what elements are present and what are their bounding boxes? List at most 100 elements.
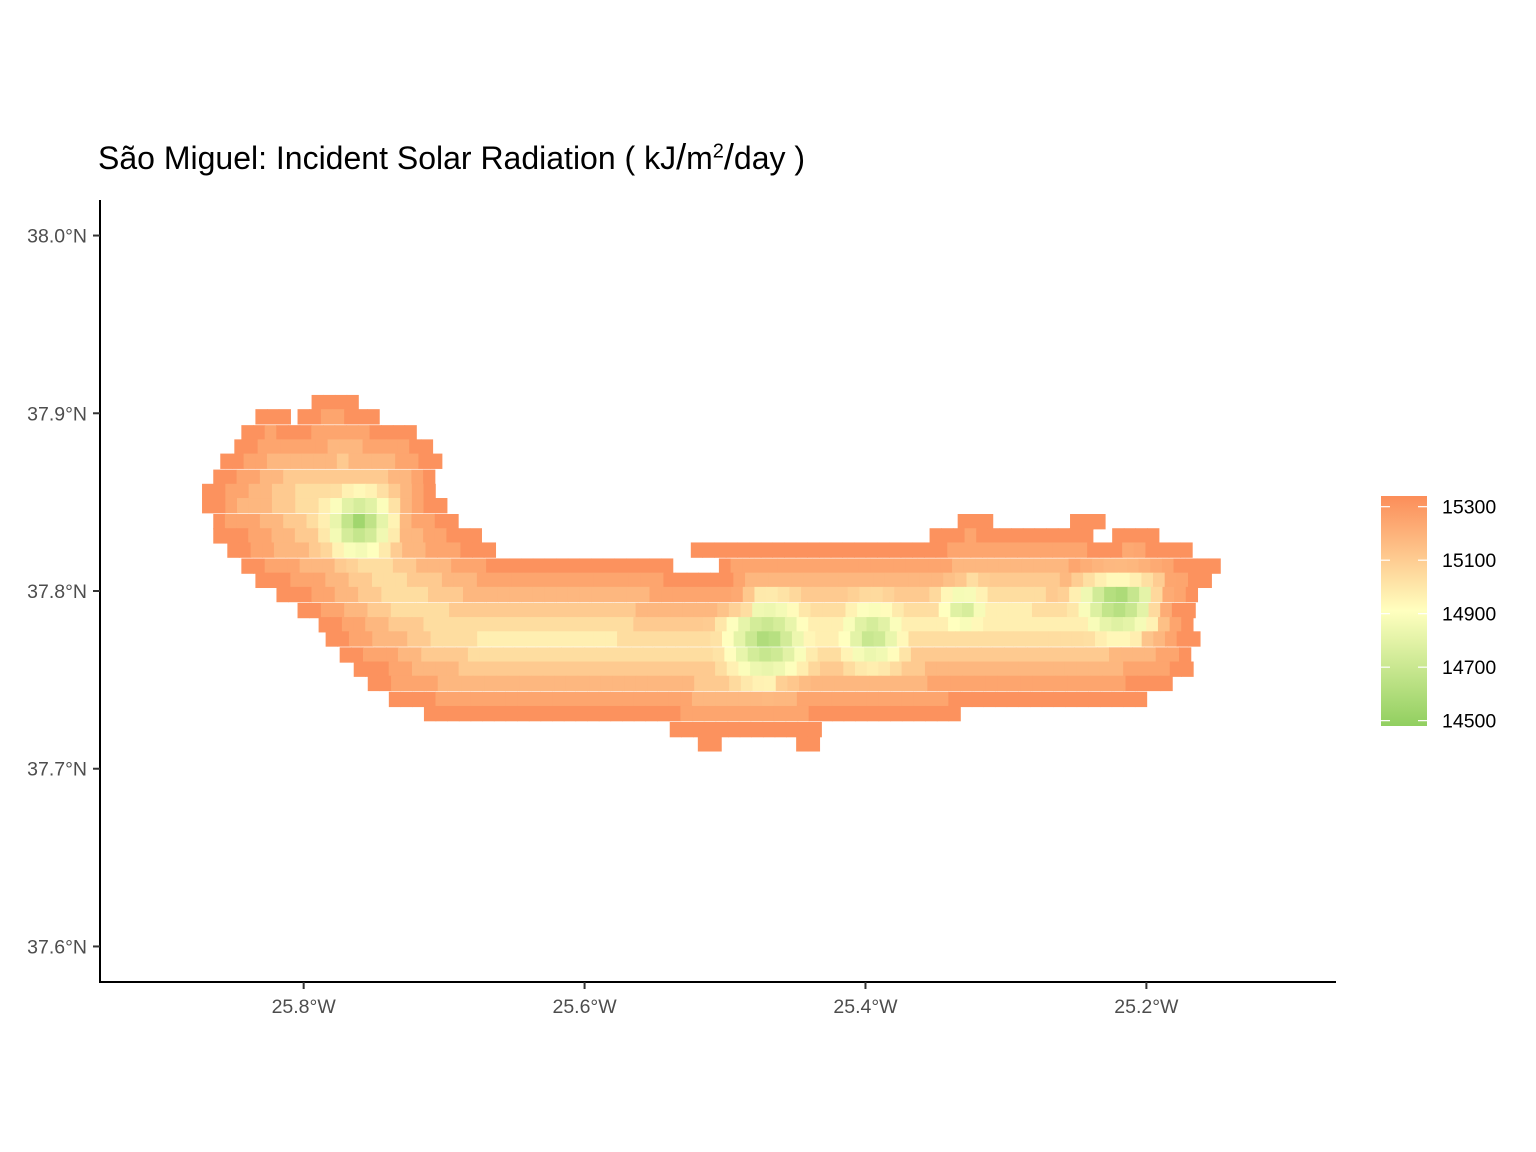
raster-cell <box>715 661 728 677</box>
raster-cell <box>259 469 273 485</box>
y-axis-ticks: 38.0°N 37.9°N 37.8°N 37.7°N 37.6°N <box>27 226 100 958</box>
raster-cell <box>255 572 268 589</box>
raster-cell <box>320 542 333 558</box>
raster-cell <box>715 691 728 708</box>
raster-cell <box>381 558 394 574</box>
raster-cell <box>551 661 565 677</box>
raster-cell <box>245 439 259 455</box>
raster-cell <box>1133 542 1147 558</box>
raster-cell <box>952 558 965 574</box>
raster-cell <box>507 602 520 619</box>
legend-colorbar <box>1381 496 1427 726</box>
raster-cell <box>1148 675 1162 692</box>
raster-cell <box>391 675 404 692</box>
raster-cell <box>888 542 902 558</box>
raster-cell <box>528 661 541 677</box>
raster-cell <box>598 661 611 677</box>
raster-cell <box>236 483 250 500</box>
raster-cell <box>437 675 450 692</box>
raster-cell <box>922 647 935 663</box>
raster-cell <box>322 558 336 574</box>
raster-cell <box>845 602 858 619</box>
raster-cell <box>668 661 681 677</box>
raster-cell <box>411 469 424 485</box>
raster-cell <box>309 602 322 619</box>
raster-cell <box>330 498 343 514</box>
raster-cell <box>507 675 520 692</box>
raster-cell <box>213 469 226 485</box>
raster-cell <box>297 542 310 558</box>
raster-cell <box>313 453 326 469</box>
raster-cell <box>780 631 793 647</box>
raster-cell <box>969 647 982 663</box>
raster-cell <box>1160 602 1173 619</box>
raster-cell <box>1050 647 1064 663</box>
raster-cell <box>575 705 588 722</box>
raster-cell <box>346 394 359 411</box>
raster-cell <box>763 602 777 619</box>
raster-cell <box>323 586 336 603</box>
raster-cell <box>348 631 362 647</box>
raster-cell <box>948 661 961 677</box>
raster-cell <box>1066 602 1080 619</box>
raster-cell <box>963 558 976 574</box>
raster-cell <box>259 514 273 530</box>
raster-cell <box>785 661 798 677</box>
raster-cell <box>1106 572 1119 589</box>
raster-cell <box>430 572 443 589</box>
raster-cell <box>519 675 532 692</box>
raster-cell <box>705 602 718 619</box>
raster-cell <box>1168 542 1182 558</box>
raster-cell <box>729 675 742 692</box>
raster-cell <box>1179 647 1192 663</box>
raster-cell <box>451 558 464 574</box>
raster-cell <box>476 572 490 589</box>
raster-cell <box>815 631 828 647</box>
raster-cell <box>311 394 324 411</box>
raster-cell <box>428 586 441 603</box>
raster-cell <box>822 675 835 692</box>
raster-cell <box>236 469 249 485</box>
raster-cell <box>458 617 471 633</box>
legend-tick-label: 14500 <box>1442 711 1496 733</box>
raster-cell <box>950 602 963 619</box>
raster-cell <box>749 617 763 633</box>
raster-cell <box>532 558 546 574</box>
raster-cell <box>528 691 541 708</box>
raster-cell <box>385 439 399 455</box>
raster-cell <box>728 721 741 738</box>
raster-cell <box>558 631 572 647</box>
raster-cell <box>546 572 560 589</box>
raster-cell <box>407 631 420 647</box>
raster-cell <box>605 572 618 589</box>
raster-cell <box>657 705 670 722</box>
raster-cell <box>626 558 639 574</box>
raster-cell <box>903 602 916 619</box>
raster-cell <box>509 586 522 603</box>
raster-cell <box>297 602 310 619</box>
raster-cell <box>357 558 371 574</box>
raster-cell <box>572 647 586 663</box>
y-tick-label: 37.8°N <box>27 581 87 603</box>
raster-cell <box>985 675 998 692</box>
raster-cell <box>1118 631 1131 647</box>
raster-cell <box>593 631 607 647</box>
raster-cell <box>225 498 238 514</box>
raster-cell <box>710 631 723 647</box>
raster-cell <box>600 675 614 692</box>
raster-cell <box>383 631 397 647</box>
raster-cell <box>840 647 854 663</box>
raster-cell <box>987 586 1000 603</box>
raster-cell <box>773 691 786 708</box>
raster-cell <box>905 586 919 603</box>
raster-cell <box>511 572 525 589</box>
raster-cell <box>202 498 215 514</box>
raster-cell <box>1006 617 1019 633</box>
raster-cell <box>1157 542 1170 558</box>
raster-cell <box>940 558 953 574</box>
raster-cell <box>1102 675 1115 692</box>
raster-cell <box>684 586 697 603</box>
raster-cell <box>814 572 828 589</box>
raster-cell <box>523 572 536 589</box>
raster-cell <box>1039 647 1052 663</box>
